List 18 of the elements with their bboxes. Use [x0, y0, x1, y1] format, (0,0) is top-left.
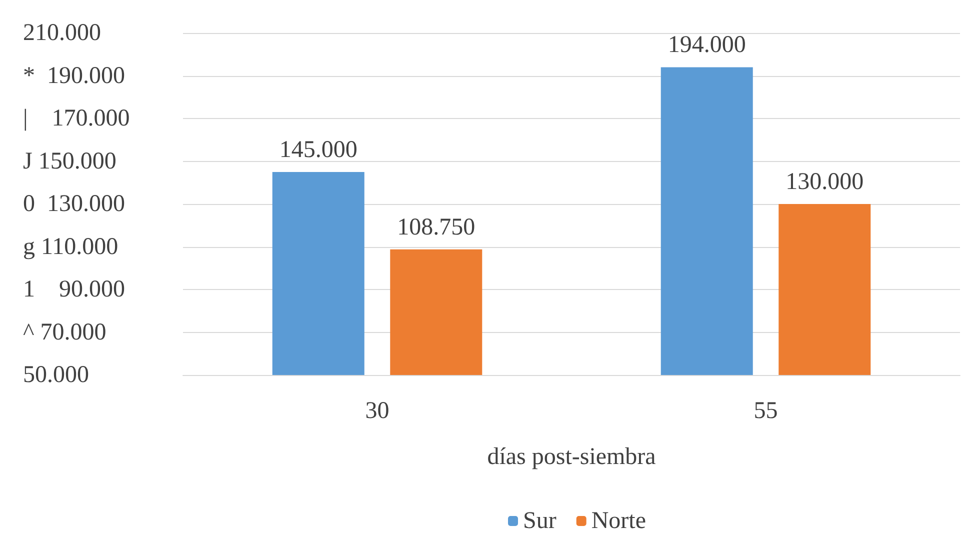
data-label: 130.000 — [786, 169, 864, 195]
data-label: 194.000 — [668, 32, 746, 58]
x-tick-label: 55 — [754, 398, 778, 424]
y-tick-label: * 190.000 — [23, 62, 125, 89]
y-tick-label: ^ 70.000 — [23, 319, 106, 346]
y-tick-label: g 110.000 — [23, 234, 118, 260]
legend-label: Norte — [591, 508, 646, 534]
data-label: 108.750 — [397, 214, 476, 240]
x-tick-label: 30 — [365, 398, 390, 424]
y-tick-label: | 170.000 — [23, 106, 130, 132]
y-tick-label: J 150.000 — [23, 148, 116, 174]
data-label: 145.000 — [279, 136, 358, 163]
legend-label: Sur — [523, 508, 556, 534]
y-tick-label: 1 90.000 — [23, 276, 125, 302]
y-tick-label: 210.000 — [23, 20, 101, 46]
y-tick-label: 0 130.000 — [23, 191, 125, 217]
x-axis-title: días post-siembra — [487, 444, 656, 470]
y-tick-label: 50.000 — [23, 362, 89, 388]
